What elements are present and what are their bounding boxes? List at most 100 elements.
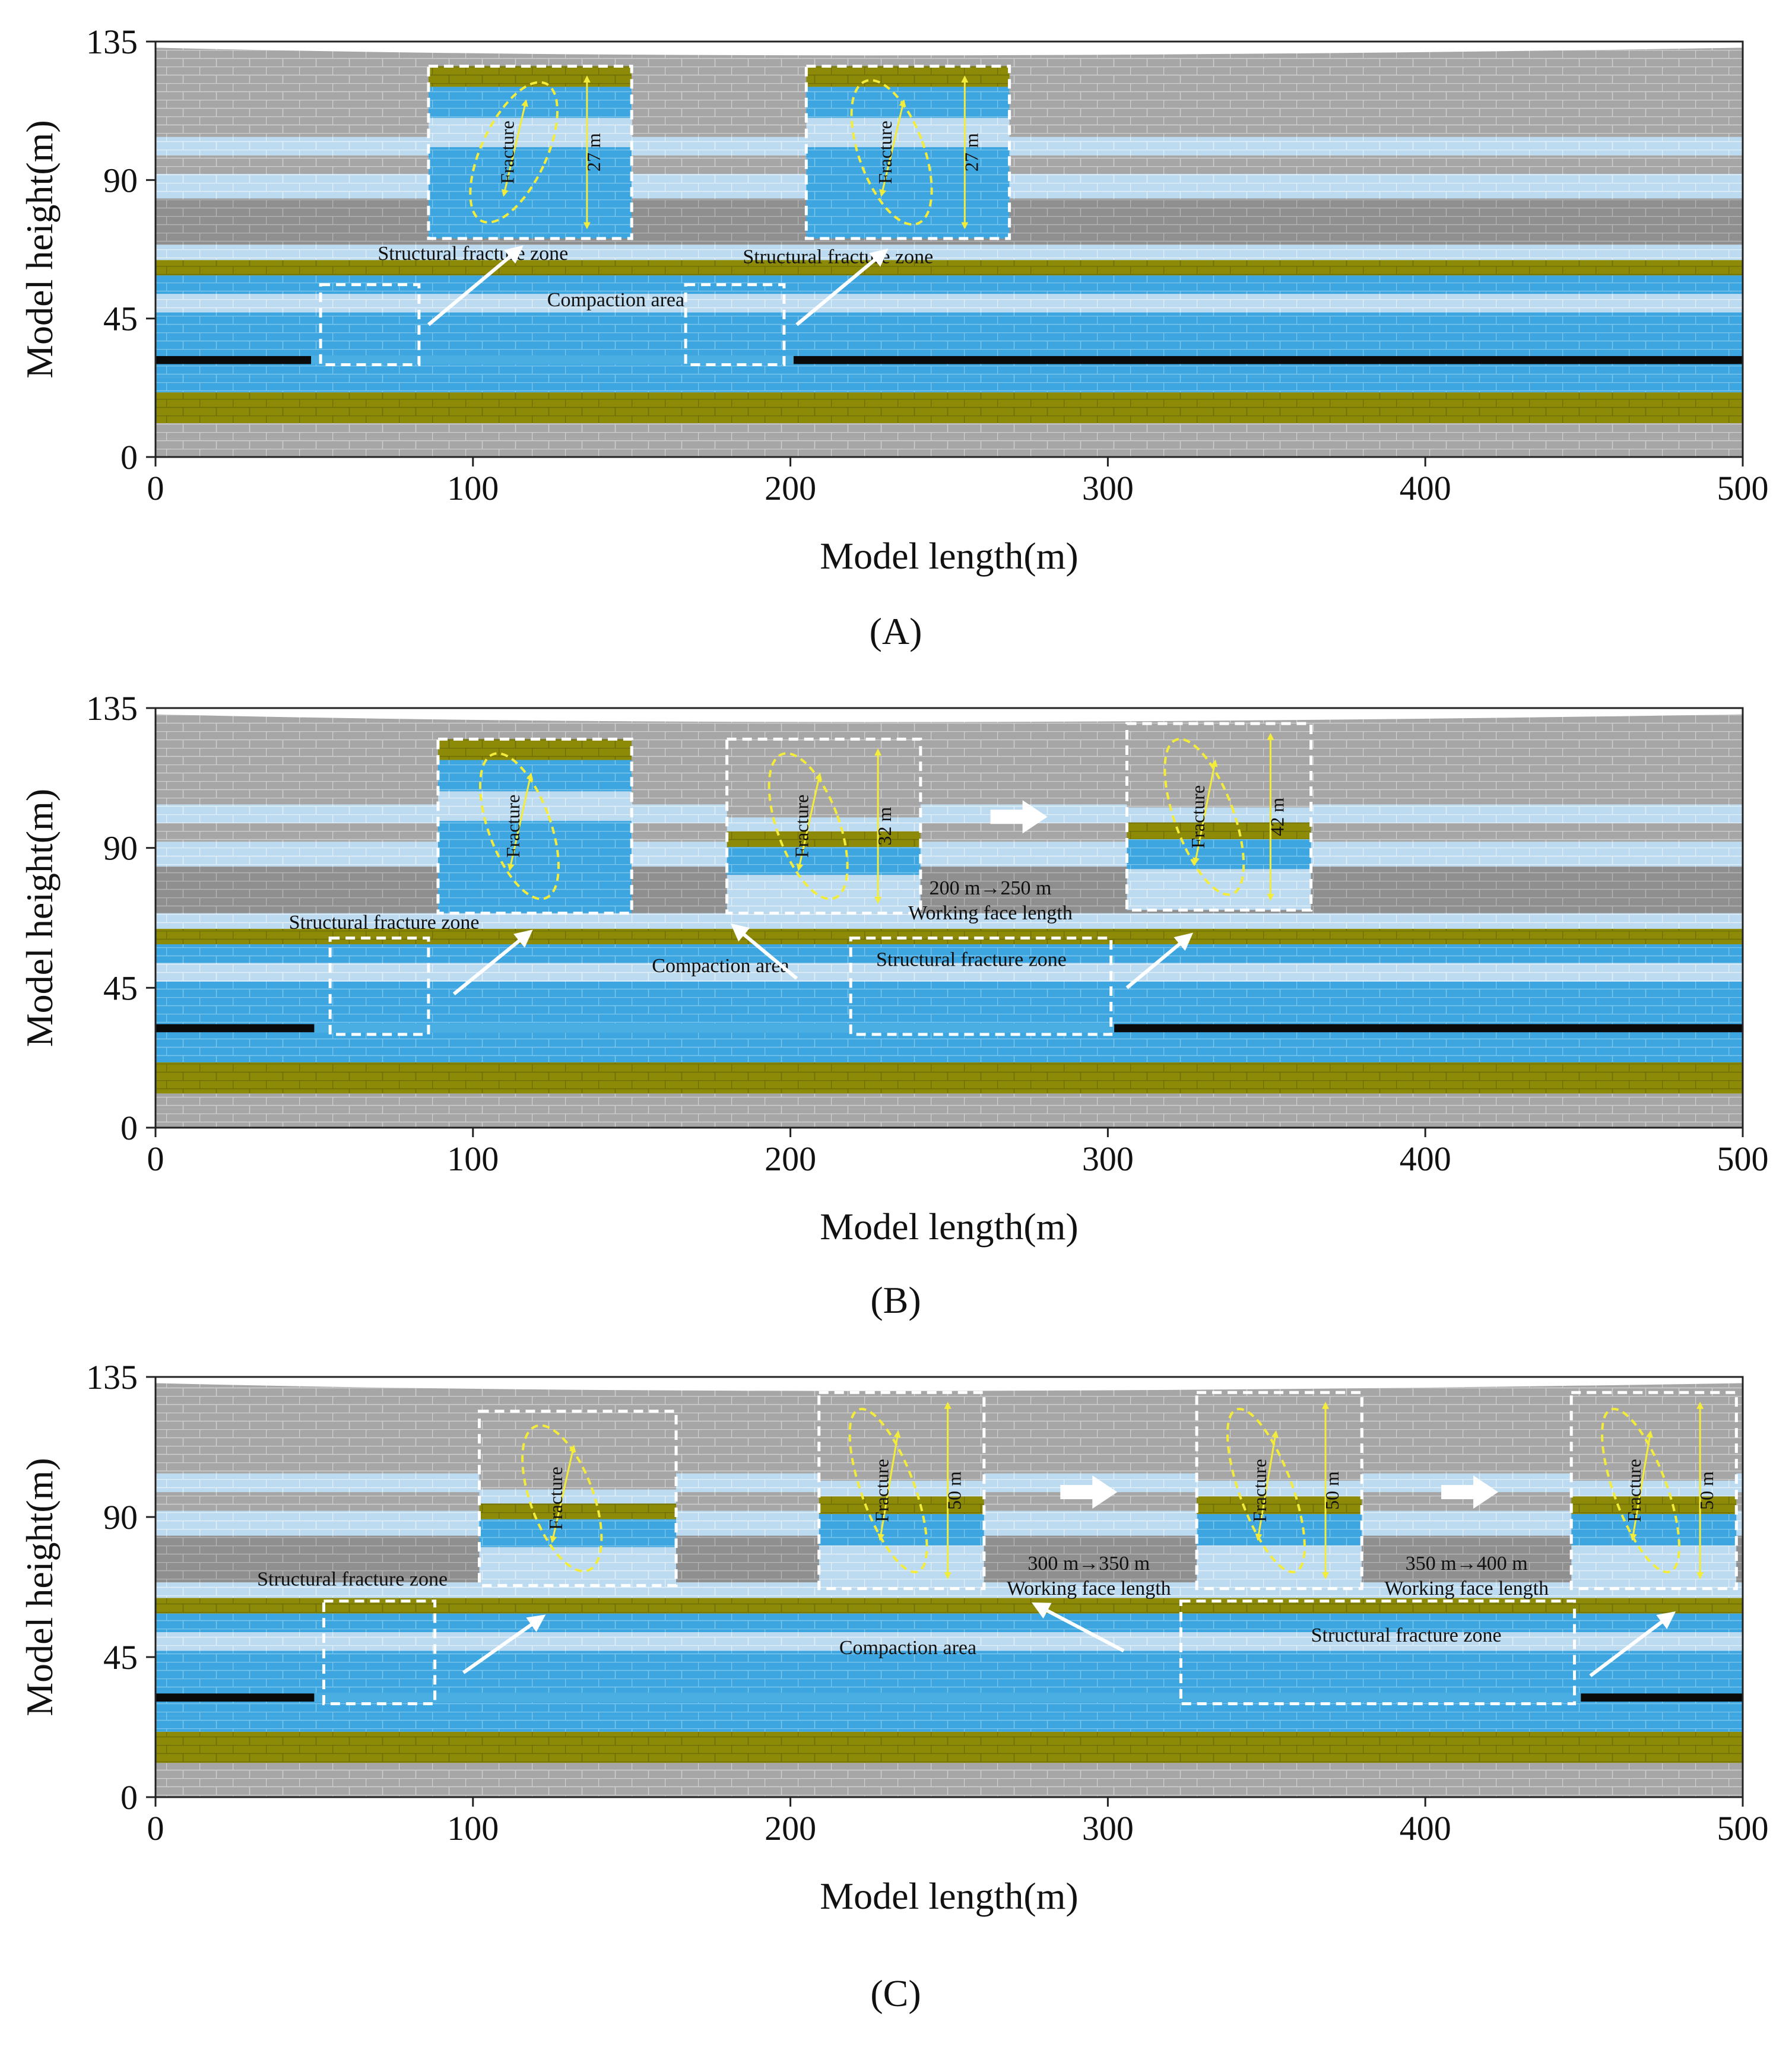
inset-border (804, 64, 1011, 240)
x-tick-label: 300 (1082, 1809, 1134, 1848)
x-tick-label: 300 (1082, 1140, 1134, 1178)
inset-band (806, 66, 1010, 87)
coal-seam (156, 1693, 315, 1702)
inset-strata (428, 66, 632, 239)
inset-band (819, 1496, 984, 1515)
stratum-layer (156, 928, 1743, 945)
y-tick-label: 45 (103, 969, 138, 1007)
y-axis-label: Model height(m) (18, 789, 61, 1047)
inset-strata (727, 739, 921, 913)
surface-subsidence (156, 708, 1743, 722)
fracture-ellipse (767, 752, 849, 900)
inset-border (817, 1391, 986, 1591)
advance-note-text: Working face length (1007, 1578, 1171, 1599)
stratum-layer (156, 294, 1743, 313)
advance-arrow (1060, 1475, 1118, 1509)
inset-band (1571, 1545, 1737, 1589)
inset-magnified-view: Fracture (436, 737, 633, 915)
stratum-layer (156, 1613, 1743, 1633)
pointer-arrow (462, 1614, 546, 1674)
fracture-label: Fracture (1187, 785, 1209, 849)
zone-label: Structural fracture zone (876, 949, 1067, 971)
fracture-ellipse (1601, 1407, 1680, 1573)
inset-band (727, 739, 921, 818)
inset-band (1197, 1392, 1362, 1481)
inset-band (428, 87, 632, 118)
inset-band (428, 147, 632, 239)
x-tick-label: 100 (447, 1809, 499, 1848)
zone-label: Compaction area (839, 1637, 976, 1659)
inset-band (1197, 1480, 1362, 1497)
stratum-layer (156, 1046, 1743, 1063)
inset-strata (1197, 1392, 1362, 1589)
height-label: 32 m (874, 807, 895, 845)
x-tick-label: 500 (1717, 1809, 1769, 1848)
inset-band (1571, 1514, 1737, 1545)
inset-band (437, 791, 632, 821)
coal-seam (1581, 1693, 1743, 1702)
stratum-layer (156, 245, 1743, 261)
dashed-region-box (328, 937, 430, 1036)
inset-band (1197, 1496, 1362, 1515)
coal-seam (1114, 1024, 1743, 1033)
inset-band (1197, 1545, 1362, 1589)
y-tick-label: 0 (120, 438, 138, 477)
plot-frame (154, 707, 1744, 1129)
inset-border (427, 64, 633, 240)
x-tick-label: 400 (1400, 1140, 1451, 1178)
dashed-region-box (849, 937, 1113, 1036)
inset-band (479, 1519, 677, 1547)
x-tick-label: 500 (1717, 469, 1769, 507)
inset-band (1571, 1496, 1737, 1515)
dashed-region-box (319, 283, 421, 366)
inset-band (1127, 839, 1311, 869)
pointer-arrow (1032, 1602, 1125, 1653)
coal-seam (156, 356, 312, 364)
advance-arrow (1441, 1475, 1499, 1509)
fracture-label: Fracture (874, 120, 896, 184)
inset-band (819, 1480, 984, 1497)
fracture-ellipse (1163, 738, 1245, 896)
fracture-label: Fracture (545, 1467, 566, 1530)
pointer-arrow (427, 245, 524, 326)
inset-magnified-view: Fracture (477, 1410, 678, 1587)
fracture-direction-arrow (1255, 1430, 1279, 1541)
x-axis-label: Model length(m) (820, 1205, 1078, 1248)
inset-band (727, 831, 921, 848)
inset-band (428, 118, 632, 147)
fracture-label: Fracture (871, 1459, 893, 1522)
fracture-direction-arrow (796, 772, 823, 871)
stratum-layer (156, 1716, 1743, 1732)
x-tick-label: 400 (1400, 469, 1451, 507)
stratum-layer (156, 1651, 1743, 1698)
zone-label: Compaction area (547, 289, 684, 311)
y-tick-label: 45 (103, 1638, 138, 1677)
y-tick-label: 0 (120, 1778, 138, 1817)
y-tick-label: 135 (86, 1358, 138, 1397)
inset-band (1197, 1514, 1362, 1545)
inset-band (806, 118, 1010, 147)
inset-strata (819, 1392, 984, 1589)
inset-band (727, 847, 921, 875)
fracture-direction-arrow (1192, 759, 1218, 865)
x-tick-label: 0 (147, 1809, 164, 1848)
inset-band (1127, 869, 1311, 910)
zone-label: Compaction area (652, 955, 789, 977)
stratum-layer (156, 867, 1743, 913)
advance-note-text: Working face length (1384, 1578, 1549, 1599)
fracture-label: Fracture (497, 120, 518, 184)
zone-label: Structural fracture zone (257, 1568, 448, 1590)
surface-subsidence (156, 42, 1743, 56)
plot-frame (154, 1376, 1744, 1798)
stratum-layer (156, 1778, 1743, 1797)
stratum-layer (156, 714, 1743, 805)
stratum-layer (156, 423, 1743, 439)
pointer-arrow (1589, 1611, 1676, 1677)
dashed-region-box (684, 283, 786, 366)
y-axis-label: Model height(m) (18, 120, 61, 378)
inset-border (725, 737, 922, 915)
fracture-direction-arrow (1629, 1430, 1654, 1541)
advance-arrow (990, 800, 1048, 834)
stratum-layer (156, 377, 1743, 393)
zone-label: Structural fracture zone (743, 246, 933, 268)
